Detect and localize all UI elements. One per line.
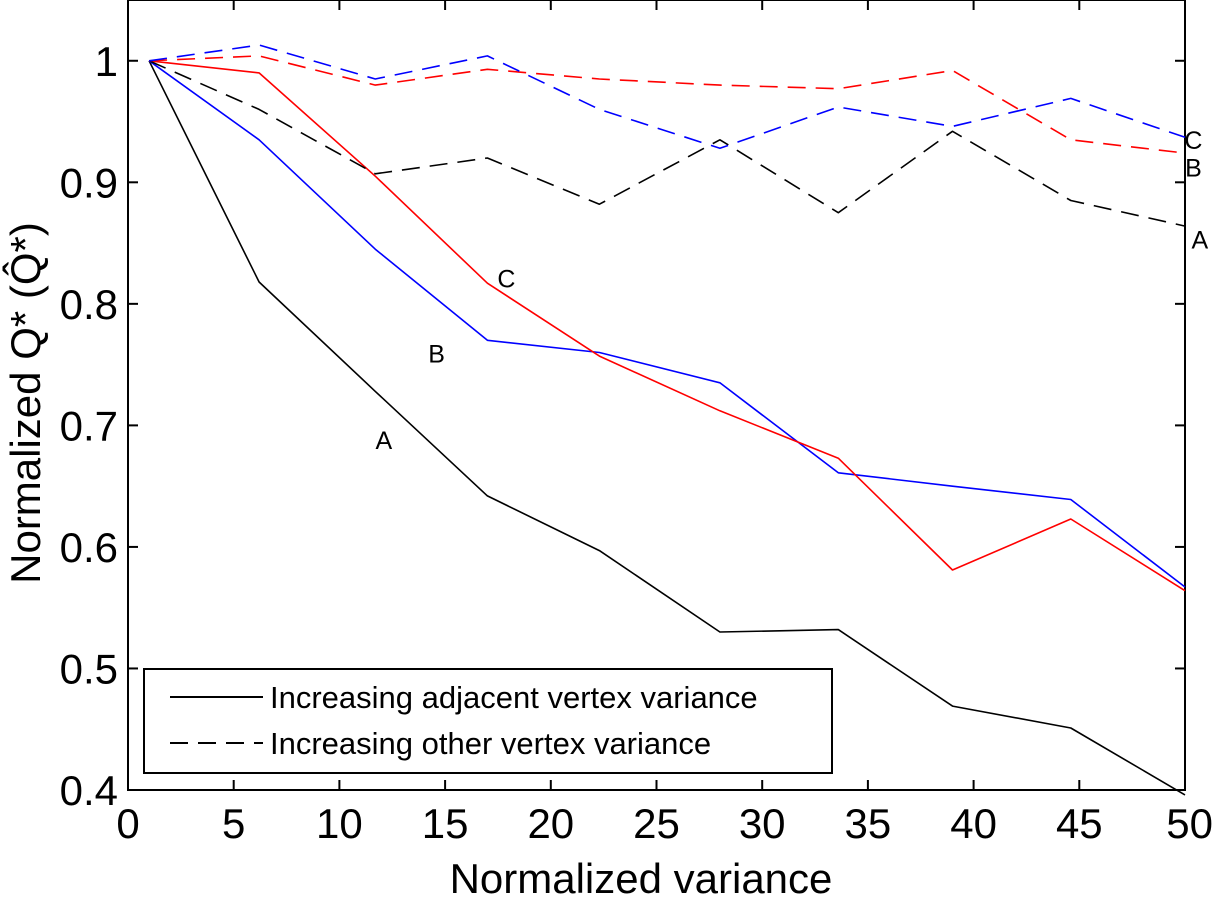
x-tick-label: 50 <box>1166 800 1213 847</box>
series-dashed-blue <box>148 44 1186 150</box>
legend-entry-adjacent: Increasing adjacent vertex variance <box>270 680 758 715</box>
x-tick-label: 30 <box>739 800 786 847</box>
axis-ticks <box>127 0 1186 791</box>
annotation-label: A <box>375 427 392 455</box>
annotation-label: C <box>497 265 515 293</box>
y-tick-labels: 0.4 0.5 0.6 0.7 0.8 0.9 1 <box>60 38 118 814</box>
x-tick-label: 25 <box>633 800 680 847</box>
series-solid-black <box>148 60 1186 796</box>
legend: Increasing adjacent vertex variance Incr… <box>143 668 833 774</box>
x-tick-label: 35 <box>845 800 892 847</box>
x-tick-label: 10 <box>316 800 363 847</box>
y-tick-label: 0.4 <box>60 767 118 814</box>
annotation-label: A <box>1191 226 1208 254</box>
y-tick-label: 0.9 <box>60 159 118 206</box>
x-tick-labels: 0 5 10 15 20 25 30 35 40 45 50 <box>116 800 1213 847</box>
annotation-label: B <box>428 341 445 369</box>
series-solid-blue <box>148 60 1186 588</box>
annotation-label: C <box>1184 127 1202 155</box>
y-tick-label: 1 <box>95 38 118 85</box>
legend-box <box>143 668 833 774</box>
series-dashed-red <box>149 55 1186 154</box>
y-tick-label: 0.6 <box>60 524 118 571</box>
y-tick-label: 0.8 <box>60 281 118 328</box>
series-solid-red <box>149 60 1186 592</box>
y-tick-label: 0.7 <box>60 402 118 449</box>
x-tick-label: 40 <box>950 800 997 847</box>
legend-entry-other: Increasing other vertex variance <box>270 726 711 761</box>
x-tick-label: 15 <box>422 800 469 847</box>
y-axis-label: Normalized Q* (Q̂*) <box>2 222 49 584</box>
x-axis-label: Normalized variance <box>450 855 833 898</box>
x-tick-label: 45 <box>1056 800 1103 847</box>
series-layer <box>148 44 1186 796</box>
y-tick-label: 0.5 <box>60 645 118 692</box>
x-tick-label: 20 <box>527 800 574 847</box>
x-tick-label: 0 <box>116 800 139 847</box>
plot-frame <box>127 0 1186 791</box>
x-tick-label: 5 <box>222 800 245 847</box>
annotation-label: B <box>1185 155 1202 183</box>
